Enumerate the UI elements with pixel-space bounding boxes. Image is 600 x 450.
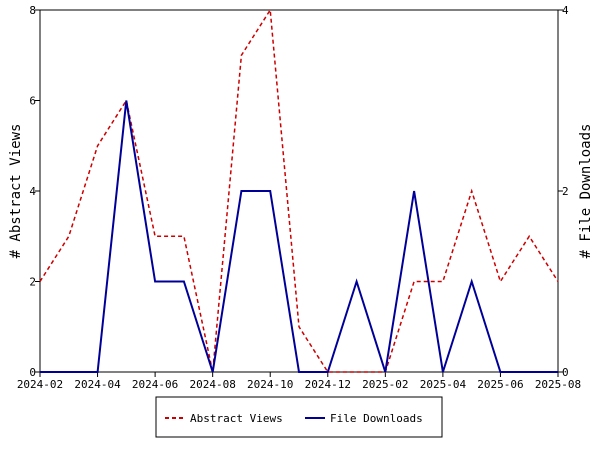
legend-label-file-downloads: File Downloads	[330, 412, 423, 425]
y-axis-left: 0 2 4 6 8	[29, 4, 40, 379]
y-axis-title-left: # Abstract Views	[8, 124, 24, 259]
x-tick-label: 2024-08	[189, 378, 235, 391]
x-tick-label: 2025-02	[362, 378, 408, 391]
x-axis: 2024-02 2024-04 2024-06 2024-08 2024-10 2024-…	[17, 372, 581, 391]
y-tick-label-left: 4	[29, 185, 36, 198]
x-tick-label: 2025-06	[477, 378, 523, 391]
series-line-abstract-views	[39, 7, 559, 373]
legend-label-abstract-views: Abstract Views	[190, 412, 283, 425]
x-tick-label: 2024-04	[74, 378, 121, 391]
y-tick-label-right: 4	[562, 4, 569, 17]
x-tick-label: 2024-06	[132, 378, 178, 391]
x-tick-label: 2024-12	[305, 378, 351, 391]
y-tick-label-left: 2	[29, 276, 36, 289]
y-tick-label-right: 0	[562, 366, 569, 379]
x-tick-label: 2025-04	[420, 378, 467, 391]
y-axis-right: 0 2 4	[558, 4, 569, 379]
legend-box	[155, 396, 443, 438]
y-tick-label-left: 6	[29, 95, 36, 108]
y-tick-label-right: 2	[562, 185, 569, 198]
x-tick-label: 2024-10	[247, 378, 293, 391]
y-tick-label-left: 8	[29, 4, 36, 17]
legend: Abstract Views File Downloads	[155, 396, 443, 438]
x-tick-label: 2025-08	[535, 378, 581, 391]
y-axis-title-right: # File Downloads	[578, 124, 594, 259]
x-tick-label: 2024-02	[17, 378, 63, 391]
y-tick-label-left: 0	[29, 366, 36, 379]
series-lines	[39, 7, 559, 373]
